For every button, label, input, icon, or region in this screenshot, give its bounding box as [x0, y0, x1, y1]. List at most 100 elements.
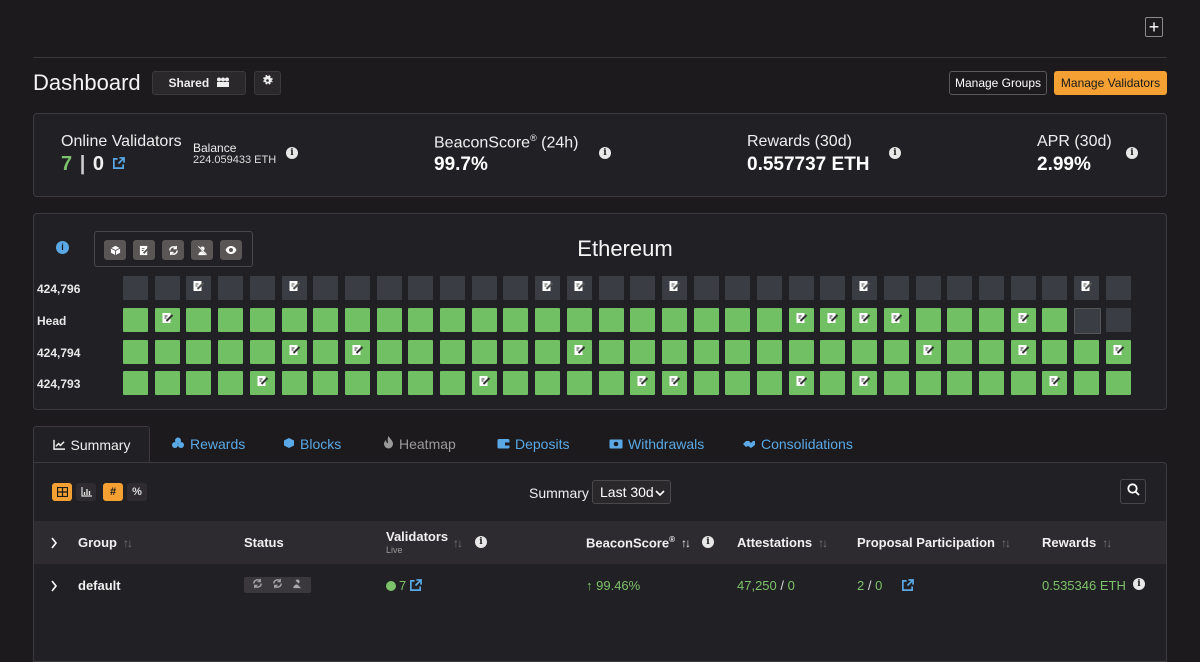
slot-cell[interactable]: [947, 276, 973, 300]
tab-consolidations[interactable]: Consolidations: [742, 436, 853, 452]
sort-icon[interactable]: ↑↓: [1000, 535, 1011, 550]
column-header-proposal[interactable]: Proposal Participation ↑↓: [857, 535, 1011, 550]
slot-cell[interactable]: [566, 308, 592, 332]
slot-cell[interactable]: [598, 276, 624, 300]
column-header-group[interactable]: Group ↑↓: [78, 535, 133, 550]
tab-deposits[interactable]: Deposits: [497, 436, 569, 452]
manage-validators-button[interactable]: Manage Validators: [1054, 71, 1167, 95]
slot-cell[interactable]: [535, 308, 561, 332]
sync-icon[interactable]: [162, 240, 184, 260]
slot-cell[interactable]: [503, 371, 529, 395]
slot-cell[interactable]: [218, 276, 244, 300]
slot-cell[interactable]: [503, 340, 529, 364]
slot-cell[interactable]: [915, 371, 941, 395]
slot-cell[interactable]: [915, 276, 941, 300]
slot-cell[interactable]: [313, 340, 339, 364]
slot-cell[interactable]: [440, 276, 465, 300]
slot-cell[interactable]: [693, 371, 719, 395]
slot-cell[interactable]: [154, 371, 180, 395]
expand-row-icon[interactable]: [50, 579, 58, 597]
slot-cell[interactable]: [249, 276, 275, 300]
slot-cell[interactable]: [376, 276, 402, 300]
slot-cell[interactable]: [471, 308, 497, 332]
slot-cell[interactable]: [883, 340, 909, 364]
slot-cell[interactable]: [1010, 276, 1036, 300]
slot-cell[interactable]: [693, 276, 719, 300]
slot-cell[interactable]: [661, 371, 687, 395]
absolute-toggle[interactable]: #: [103, 483, 123, 501]
slot-cell[interactable]: [123, 371, 148, 395]
slot-cell[interactable]: [281, 371, 307, 395]
slot-cell[interactable]: [376, 308, 402, 332]
slot-cell[interactable]: [757, 308, 782, 332]
external-link-icon[interactable]: [409, 579, 422, 597]
slot-cell[interactable]: [186, 308, 212, 332]
slot-cell[interactable]: [566, 276, 592, 300]
slot-cell[interactable]: [883, 371, 909, 395]
slot-cell[interactable]: [344, 308, 370, 332]
slot-cell[interactable]: [630, 276, 656, 300]
slot-cell[interactable]: [313, 276, 339, 300]
slot-cell[interactable]: [978, 308, 1004, 332]
slot-cell[interactable]: [281, 340, 307, 364]
slot-cell[interactable]: [408, 308, 434, 332]
slot-cell[interactable]: [313, 308, 339, 332]
slot-cell[interactable]: [852, 371, 878, 395]
column-header-validators[interactable]: Validators Live: [386, 529, 449, 555]
beaconscore-info-icon[interactable]: i: [599, 147, 611, 159]
slot-cell[interactable]: [1074, 308, 1101, 334]
slots-info-icon[interactable]: i: [56, 241, 69, 254]
slot-cell[interactable]: [535, 340, 561, 364]
slot-cell[interactable]: [218, 340, 244, 364]
slot-cell[interactable]: [820, 371, 846, 395]
slot-cell[interactable]: [376, 340, 402, 364]
slot-cell[interactable]: [154, 340, 180, 364]
slot-cell[interactable]: [757, 371, 782, 395]
slot-cell[interactable]: [440, 340, 465, 364]
external-link-icon[interactable]: [901, 579, 914, 597]
slashing-icon[interactable]: [191, 240, 213, 260]
sort-desc-icon[interactable]: ↑↓: [681, 535, 691, 550]
slot-cell[interactable]: [471, 340, 497, 364]
slot-cell[interactable]: [725, 340, 751, 364]
slot-cell[interactable]: [535, 371, 561, 395]
period-select[interactable]: Last 30d: [592, 480, 671, 504]
chart-view-toggle[interactable]: [76, 483, 96, 501]
slot-cell[interactable]: [408, 276, 434, 300]
slot-cell[interactable]: [947, 371, 973, 395]
slot-cell[interactable]: [1105, 308, 1131, 332]
slot-cell[interactable]: [978, 276, 1004, 300]
table-view-toggle[interactable]: [52, 483, 72, 501]
slot-cell[interactable]: [186, 276, 212, 300]
slot-cell[interactable]: [1074, 340, 1099, 364]
slot-cell[interactable]: [820, 308, 846, 332]
sort-icon[interactable]: ↑↓: [123, 535, 133, 550]
slot-cell[interactable]: [281, 308, 307, 332]
sort-icon[interactable]: ↑↓: [1102, 535, 1112, 550]
slot-cell[interactable]: [1042, 276, 1068, 300]
slot-cell[interactable]: [725, 308, 751, 332]
slot-cell[interactable]: [1074, 276, 1099, 300]
slot-cell[interactable]: [1042, 308, 1068, 332]
slot-cell[interactable]: [440, 308, 465, 332]
slot-cell[interactable]: [249, 308, 275, 332]
slot-cell[interactable]: [218, 308, 244, 332]
slot-cell[interactable]: [249, 340, 275, 364]
slot-cell[interactable]: [788, 308, 814, 332]
slot-cell[interactable]: [852, 340, 878, 364]
slot-cell[interactable]: [1010, 371, 1036, 395]
tab-rewards[interactable]: Rewards: [171, 436, 245, 452]
slot-cell[interactable]: [947, 340, 973, 364]
rewards-info-icon[interactable]: i: [889, 147, 901, 159]
slot-cell[interactable]: [757, 340, 782, 364]
sort-icon[interactable]: ↑↓: [818, 535, 828, 550]
slot-cell[interactable]: [1042, 340, 1068, 364]
slot-cell[interactable]: [883, 308, 909, 332]
slot-cell[interactable]: [376, 371, 402, 395]
slot-cell[interactable]: [883, 276, 909, 300]
slot-cell[interactable]: [471, 371, 497, 395]
slot-cell[interactable]: [630, 371, 656, 395]
balance-info-icon[interactable]: i: [286, 147, 298, 159]
slot-cell[interactable]: [978, 371, 1004, 395]
slot-cell[interactable]: [915, 308, 941, 332]
